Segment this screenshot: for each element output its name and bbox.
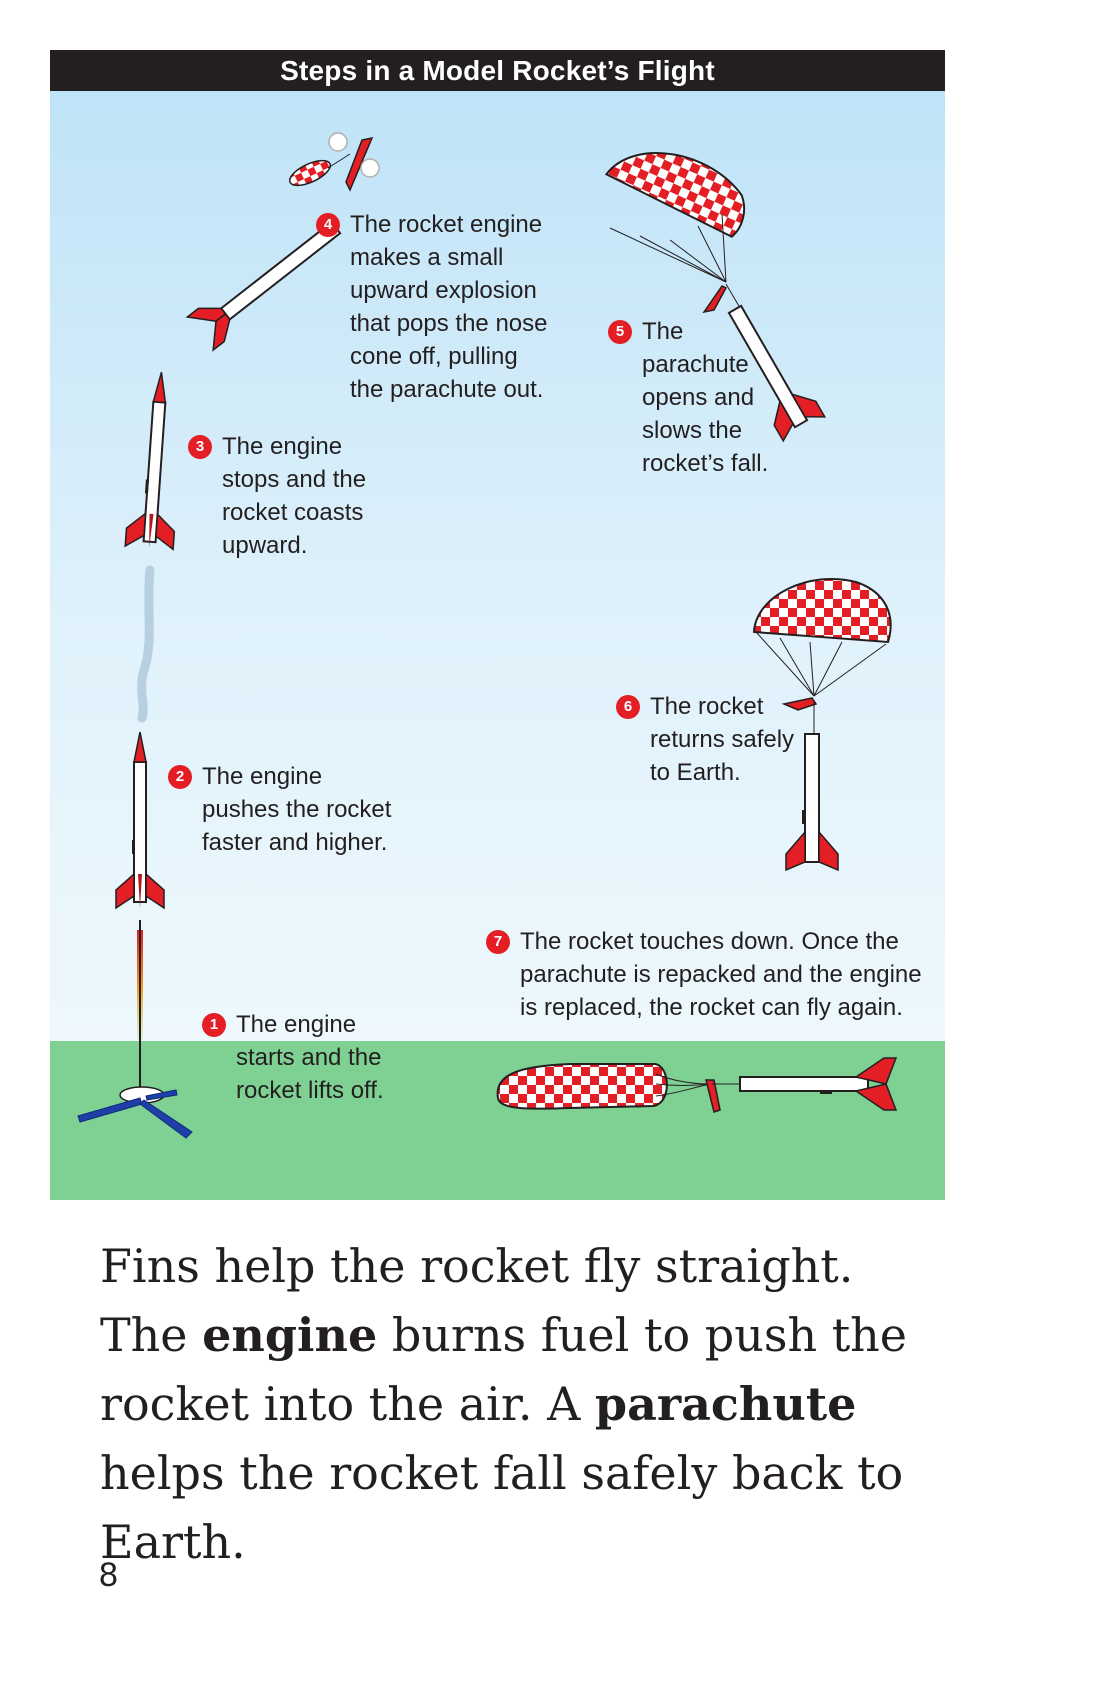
parachute-descending: [604, 152, 827, 443]
step-5-text: The parachute opens and slows the rocket…: [642, 318, 769, 477]
body-text-part-2: burns fuel to push the rocket into the a…: [100, 1308, 908, 1431]
step-4-number: 4: [316, 213, 340, 237]
diagram-title: Steps in a Model Rocket’s Flight: [50, 50, 945, 91]
step-1-text: The engine starts and the rocket lifts o…: [236, 1011, 384, 1104]
parachute-returning: [752, 577, 892, 872]
step-3-text: The engine stops and the rocket coasts u…: [222, 433, 367, 559]
launch-rocket: [77, 731, 193, 1139]
step-6-text: The rocket returns safely to Earth.: [650, 693, 795, 786]
step-4-caption: 4 The rocket engine makes a small upward…: [316, 208, 548, 406]
step-3-number: 3: [188, 435, 212, 459]
coasting-rocket: [124, 369, 187, 723]
step-5-number: 5: [608, 320, 632, 344]
step-4-text: The rocket engine makes a small upward e…: [350, 211, 548, 403]
ground: [50, 1041, 945, 1200]
page-number: 8: [99, 1556, 118, 1594]
step-2-caption: 2 The engine pushes the rocket faster an…: [168, 760, 392, 859]
landed-rocket: [496, 1057, 898, 1113]
step-7-number: 7: [486, 930, 510, 954]
step-1-number: 1: [202, 1013, 226, 1037]
step-6-number: 6: [616, 695, 640, 719]
body-paragraph: Fins help the rocket fly straight. The e…: [100, 1232, 940, 1577]
ejection-rocket: [185, 132, 380, 352]
step-6-caption: 6 The rocket returns safely to Earth.: [616, 690, 795, 789]
step-1-caption: 1 The engine starts and the rocket lifts…: [202, 1008, 384, 1107]
step-2-number: 2: [168, 765, 192, 789]
rocket-flight-diagram: Steps in a Model Rocket’s Flight: [50, 50, 945, 1200]
step-5-caption: 5 The parachute opens and slows the rock…: [608, 315, 769, 480]
step-3-caption: 3 The engine stops and the rocket coasts…: [188, 430, 367, 562]
body-text-part-3: helps the rocket fall safely back to Ear…: [100, 1446, 904, 1569]
sky-background: [50, 91, 945, 1041]
term-parachute: parachute: [594, 1377, 857, 1431]
term-engine: engine: [202, 1308, 378, 1362]
body-text-part-1: Fins help the rocket fly straight. The: [100, 1239, 854, 1362]
step-7-caption: 7 The rocket touches down. Once the para…: [486, 925, 922, 1024]
step-7-text: The rocket touches down. Once the parach…: [520, 928, 922, 1021]
step-2-text: The engine pushes the rocket faster and …: [202, 763, 392, 856]
rocket-illustrations: [77, 132, 898, 1139]
